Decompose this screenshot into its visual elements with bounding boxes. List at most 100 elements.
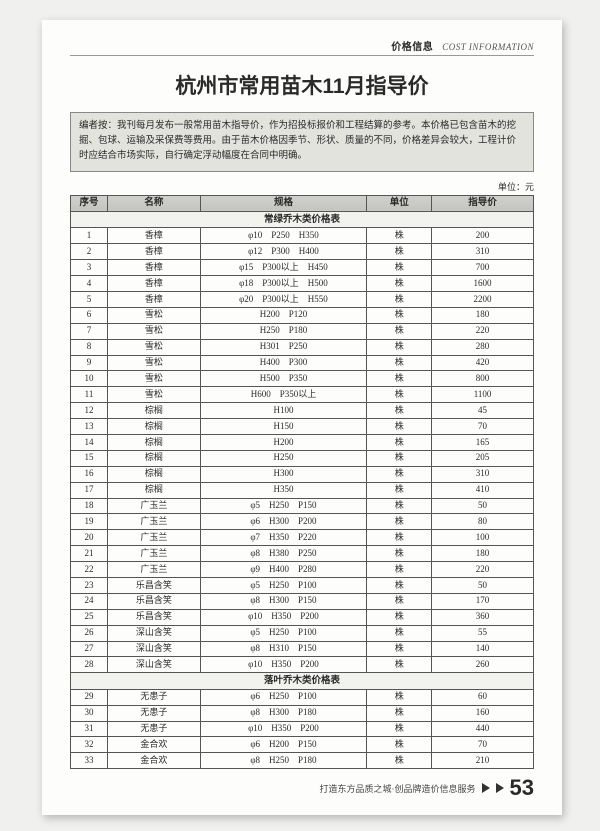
table-cell: φ8 H300 P150 — [200, 593, 367, 609]
table-cell: 无患子 — [108, 705, 201, 721]
table-row: 27深山含笑φ8 H310 P150株140 — [71, 641, 534, 657]
table-cell: 株 — [367, 578, 432, 594]
table-cell: 205 — [432, 450, 534, 466]
table-cell: φ8 H300 P180 — [200, 705, 367, 721]
header-en: COST INFORMATION — [442, 42, 534, 52]
table-cell: H200 — [200, 435, 367, 451]
page: 价格信息 COST INFORMATION 杭州市常用苗木11月指导价 编者按：… — [42, 20, 562, 815]
table-cell: 株 — [367, 339, 432, 355]
table-cell: 700 — [432, 260, 534, 276]
table-cell: 33 — [71, 753, 108, 769]
table-cell: 乐昌含笑 — [108, 593, 201, 609]
table-cell: 广玉兰 — [108, 530, 201, 546]
table-cell: 株 — [367, 355, 432, 371]
table-row: 24乐昌含笑φ8 H300 P150株170 — [71, 593, 534, 609]
table-cell: 2 — [71, 244, 108, 260]
table-cell: 雪松 — [108, 371, 201, 387]
table-cell: 株 — [367, 435, 432, 451]
table-cell: H301 P250 — [200, 339, 367, 355]
table-cell: φ18 P300以上 H500 — [200, 276, 367, 292]
table-cell: 50 — [432, 578, 534, 594]
table-cell: φ5 H250 P150 — [200, 498, 367, 514]
table-cell: 金合欢 — [108, 737, 201, 753]
footer-text: 打造东方品质之城·创品牌造价信息服务 — [320, 782, 476, 795]
table-cell: 香樟 — [108, 228, 201, 244]
table-cell: 70 — [432, 737, 534, 753]
table-cell: 28 — [71, 657, 108, 673]
table-cell: 11 — [71, 387, 108, 403]
table-cell: 株 — [367, 625, 432, 641]
table-cell: 雪松 — [108, 387, 201, 403]
table-cell: 无患子 — [108, 721, 201, 737]
table-cell: φ12 P300 H400 — [200, 244, 367, 260]
table-cell: 无患子 — [108, 689, 201, 705]
table-cell: 1600 — [432, 276, 534, 292]
table-cell: 雪松 — [108, 323, 201, 339]
table-cell: 广玉兰 — [108, 514, 201, 530]
table-cell: 香樟 — [108, 244, 201, 260]
table-cell: 260 — [432, 657, 534, 673]
table-cell: 13 — [71, 419, 108, 435]
table-cell: 株 — [367, 371, 432, 387]
price-table: 序号名称规格单位指导价 常绿乔木类价格表1香樟φ10 P250 H350株200… — [70, 195, 534, 770]
table-cell: 棕榈 — [108, 482, 201, 498]
table-row: 1香樟φ10 P250 H350株200 — [71, 228, 534, 244]
table-cell: φ8 H380 P250 — [200, 546, 367, 562]
table-cell: 410 — [432, 482, 534, 498]
table-cell: 深山含笑 — [108, 625, 201, 641]
table-cell: 5 — [71, 292, 108, 308]
table-cell: 15 — [71, 450, 108, 466]
table-cell: H300 — [200, 466, 367, 482]
table-cell: H250 — [200, 450, 367, 466]
table-cell: 株 — [367, 403, 432, 419]
table-cell: 16 — [71, 466, 108, 482]
table-cell: 440 — [432, 721, 534, 737]
table-row: 17棕榈H350株410 — [71, 482, 534, 498]
table-cell: 25 — [71, 609, 108, 625]
table-row: 26深山含笑φ5 H250 P100株55 — [71, 625, 534, 641]
table-row: 5香樟φ20 P300以上 H550株2200 — [71, 292, 534, 308]
table-cell: 27 — [71, 641, 108, 657]
table-cell: 广玉兰 — [108, 546, 201, 562]
table-cell: 株 — [367, 593, 432, 609]
table-cell: 800 — [432, 371, 534, 387]
table-cell: 株 — [367, 721, 432, 737]
table-cell: 香樟 — [108, 292, 201, 308]
table-head: 序号名称规格单位指导价 — [71, 195, 534, 211]
table-cell: H250 P180 — [200, 323, 367, 339]
table-cell: 55 — [432, 625, 534, 641]
table-cell: 株 — [367, 546, 432, 562]
table-cell: φ5 H250 P100 — [200, 578, 367, 594]
table-cell: φ6 H250 P100 — [200, 689, 367, 705]
table-cell: 24 — [71, 593, 108, 609]
section-row: 常绿乔木类价格表 — [71, 212, 534, 228]
table-cell: 雪松 — [108, 355, 201, 371]
table-body: 常绿乔木类价格表1香樟φ10 P250 H350株2002香樟φ12 P300 … — [71, 212, 534, 769]
column-header: 序号 — [71, 195, 108, 211]
table-row: 14棕榈H200株165 — [71, 435, 534, 451]
table-cell: 株 — [367, 260, 432, 276]
table-cell: 株 — [367, 307, 432, 323]
table-cell: 株 — [367, 514, 432, 530]
table-cell: φ7 H350 P220 — [200, 530, 367, 546]
table-cell: H200 P120 — [200, 307, 367, 323]
table-cell: 31 — [71, 721, 108, 737]
table-row: 12棕榈H100株45 — [71, 403, 534, 419]
column-header: 单位 — [367, 195, 432, 211]
table-cell: 乐昌含笑 — [108, 609, 201, 625]
table-row: 16棕榈H300株310 — [71, 466, 534, 482]
table-cell: φ10 H350 P200 — [200, 609, 367, 625]
table-cell: 6 — [71, 307, 108, 323]
table-cell: 株 — [367, 419, 432, 435]
table-cell: 株 — [367, 450, 432, 466]
table-cell: 深山含笑 — [108, 641, 201, 657]
table-cell: 棕榈 — [108, 435, 201, 451]
table-cell: 株 — [367, 562, 432, 578]
table-cell: 50 — [432, 498, 534, 514]
header-cn: 价格信息 — [391, 42, 433, 53]
table-cell: 220 — [432, 562, 534, 578]
table-cell: 株 — [367, 482, 432, 498]
table-cell: φ6 H300 P200 — [200, 514, 367, 530]
table-cell: 株 — [367, 466, 432, 482]
table-cell: 140 — [432, 641, 534, 657]
